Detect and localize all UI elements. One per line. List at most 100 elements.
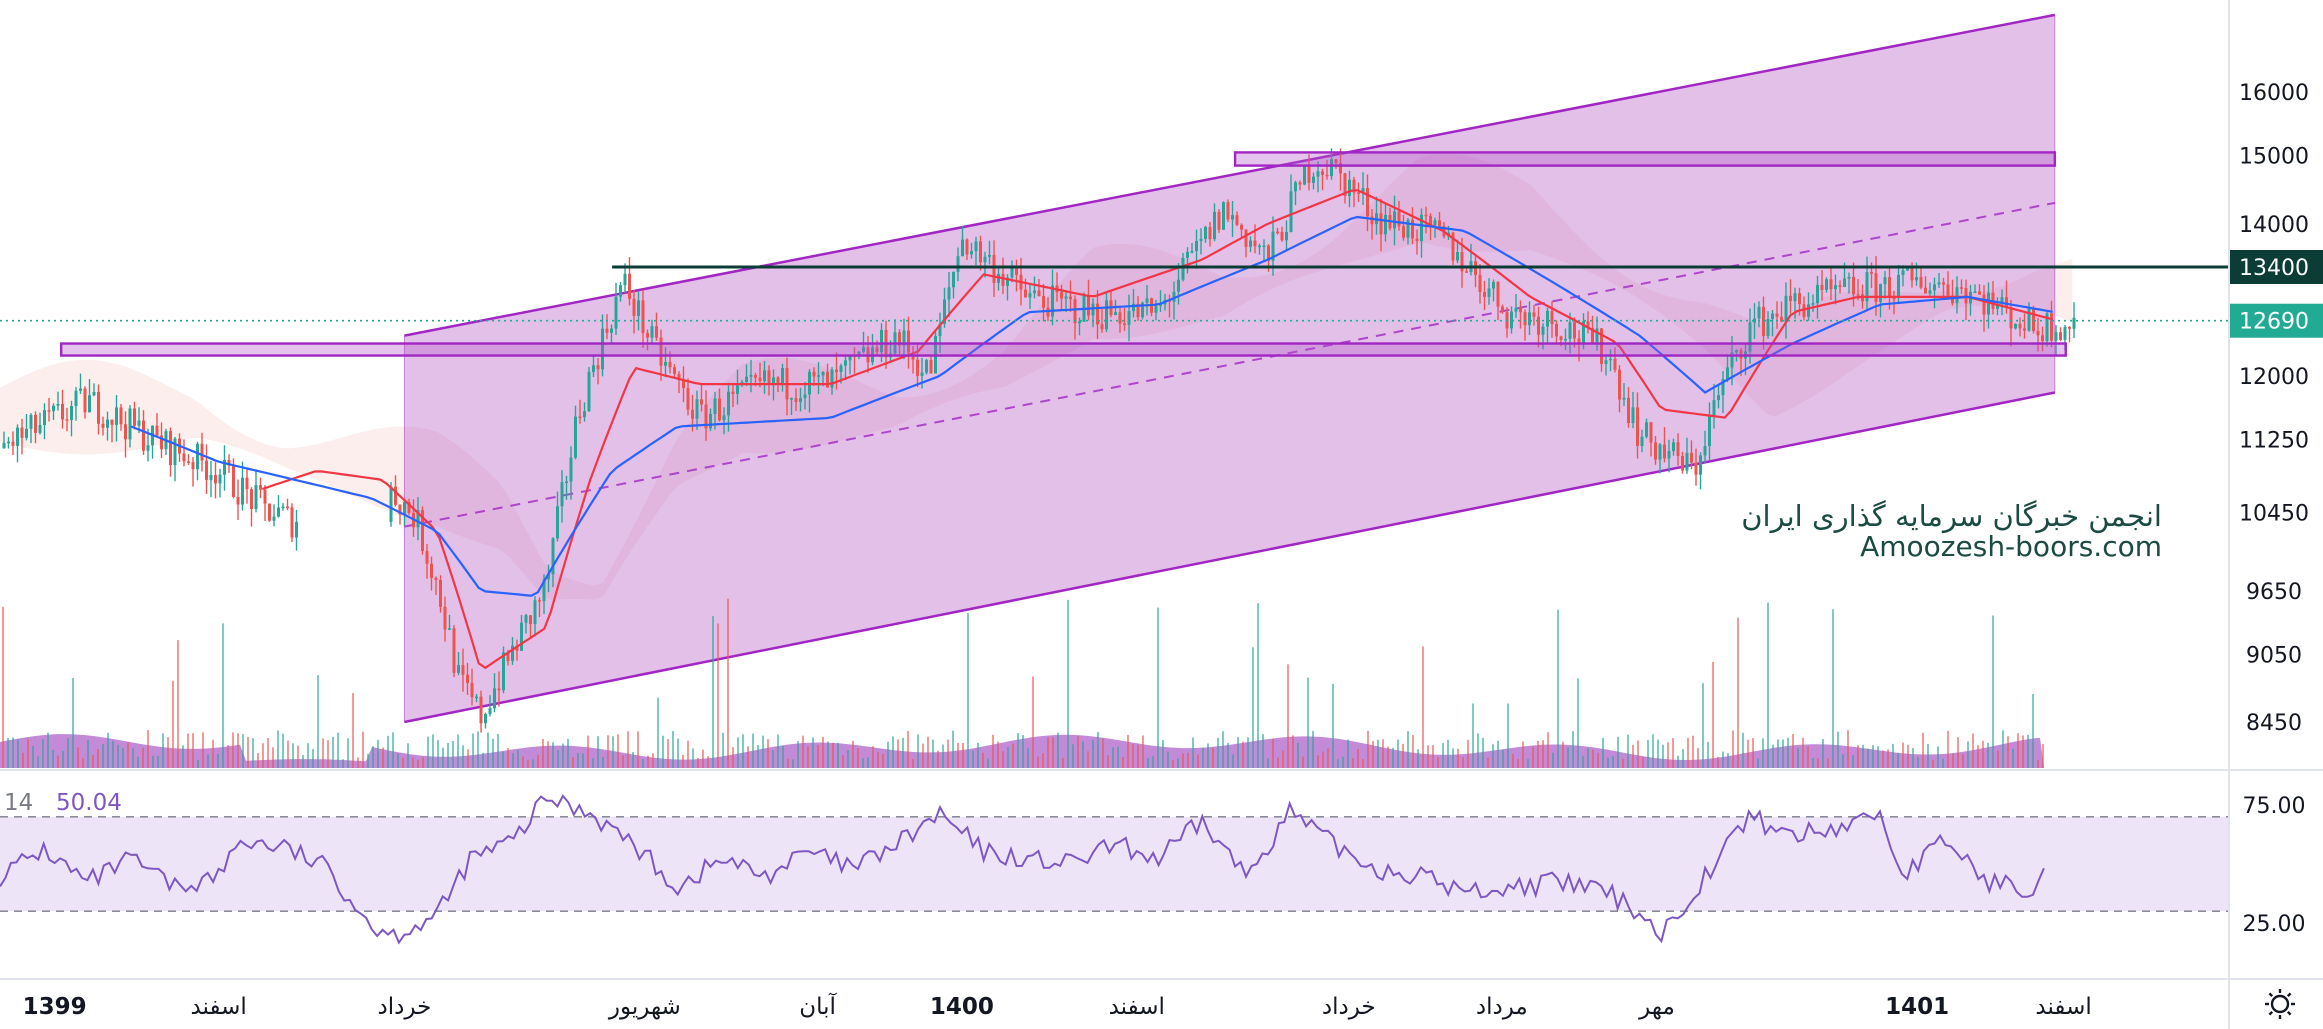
- candle-body: [457, 665, 460, 673]
- candle-body: [1456, 251, 1459, 261]
- candle-body: [155, 425, 159, 436]
- candle-body: [709, 414, 712, 429]
- candle-body: [1015, 268, 1018, 275]
- candle-body: [736, 385, 739, 395]
- candle-body: [1033, 290, 1036, 294]
- price-zones[interactable]: [60, 151, 2067, 357]
- candle-body: [1730, 352, 1734, 368]
- candle-body: [565, 481, 568, 483]
- candle-body: [232, 465, 235, 497]
- candle-body: [574, 416, 577, 458]
- candle-body: [290, 507, 294, 538]
- candle-body: [1622, 397, 1626, 400]
- candle-body: [2072, 317, 2076, 329]
- candle-body: [731, 391, 735, 395]
- candle-body: [1073, 299, 1077, 324]
- candle-body: [583, 411, 586, 418]
- candle-body: [772, 377, 775, 384]
- candle-body: [776, 377, 780, 384]
- ma-fast-line: [261, 189, 2053, 670]
- candle-body: [1159, 304, 1162, 306]
- candle-body: [2000, 297, 2004, 305]
- candle-body: [1424, 214, 1428, 217]
- candle-body: [1793, 293, 1797, 302]
- candle-body: [970, 251, 973, 255]
- candle-body: [781, 368, 784, 384]
- candle-body: [205, 460, 208, 480]
- rsi-pane: [0, 794, 2228, 945]
- regression-channel[interactable]: [403, 13, 2056, 724]
- candle-body: [1888, 277, 1891, 298]
- candle-body: [1006, 277, 1009, 286]
- candle-body: [2014, 323, 2017, 329]
- candle-body: [695, 399, 699, 419]
- candle-body: [605, 328, 609, 333]
- candle-body: [1825, 279, 1828, 290]
- time-axis[interactable]: 1399 اسفند خرداد شهریور آبان 1400 اسفند خرداد مر…: [23, 992, 2092, 1020]
- candle-body: [236, 496, 240, 505]
- candle-body: [1807, 304, 1810, 317]
- candle-body: [1330, 159, 1333, 177]
- candle-body: [520, 622, 523, 651]
- price-axis[interactable]: 16000 15000 14000 12000 11250 10450 9650 9050 84…: [2239, 81, 2309, 736]
- candle-body: [1937, 282, 1941, 285]
- candle-body: [1231, 215, 1234, 220]
- candle-body: [1942, 282, 1945, 285]
- candle-body: [1901, 270, 1905, 275]
- candle-body: [1834, 285, 1837, 290]
- rsi-axis[interactable]: 75.00 25.00: [2243, 794, 2306, 937]
- candle-body: [2032, 308, 2035, 331]
- horizontal-levels[interactable]: 13400 12690: [0, 249, 2323, 338]
- candle-body: [691, 409, 694, 419]
- channel-lower-line: [404, 391, 2056, 724]
- watermark-site: Amoozesh-boors.com: [1860, 530, 2162, 563]
- candle-body: [1064, 296, 1068, 299]
- candle-body: [101, 423, 105, 428]
- candle-body: [551, 538, 555, 575]
- candle-body: [16, 427, 19, 446]
- candle-body: [214, 475, 217, 484]
- candle-body: [1631, 407, 1635, 424]
- candle-body: [1244, 229, 1248, 247]
- candle-body: [74, 390, 78, 407]
- candle-body: [1523, 312, 1527, 326]
- candle-body: [1042, 296, 1045, 308]
- candle-body: [1501, 306, 1504, 313]
- candle-body: [988, 254, 991, 257]
- candle-body: [1037, 290, 1041, 297]
- candle-body: [1411, 219, 1414, 239]
- candle-body: [1123, 323, 1126, 326]
- candle-body: [1141, 302, 1144, 318]
- candle-body: [439, 579, 442, 607]
- candle-body: [1262, 245, 1266, 248]
- candle-body: [1757, 306, 1761, 319]
- candle-body: [1024, 289, 1027, 298]
- candle-body: [1609, 358, 1612, 361]
- candle-body: [1870, 272, 1873, 274]
- candle-body: [1856, 294, 1860, 296]
- candle-body: [952, 271, 955, 288]
- time-tick-label: 1400: [930, 994, 994, 1020]
- level-label-12690: 12690: [2239, 310, 2309, 335]
- candle-body: [1964, 288, 1968, 304]
- candle-body: [1334, 159, 1338, 164]
- candle-body: [1978, 291, 1981, 295]
- candle-body: [2036, 330, 2040, 336]
- candle-body: [479, 696, 483, 724]
- candle-body: [542, 579, 546, 601]
- candle-body: [929, 360, 933, 374]
- candle-body: [488, 708, 492, 714]
- candle-body: [848, 355, 852, 361]
- candle-body: [1096, 303, 1099, 325]
- candle-body: [673, 367, 676, 374]
- sun-gear-icon[interactable]: [2265, 989, 2295, 1019]
- candle-body: [1370, 216, 1374, 225]
- candle-body: [1798, 293, 1801, 305]
- candle-body: [1393, 211, 1396, 229]
- candle-body: [1136, 303, 1140, 318]
- candle-body: [1172, 291, 1176, 302]
- candle-body: [1640, 436, 1644, 447]
- candle-body: [758, 377, 762, 382]
- candle-body: [97, 391, 100, 424]
